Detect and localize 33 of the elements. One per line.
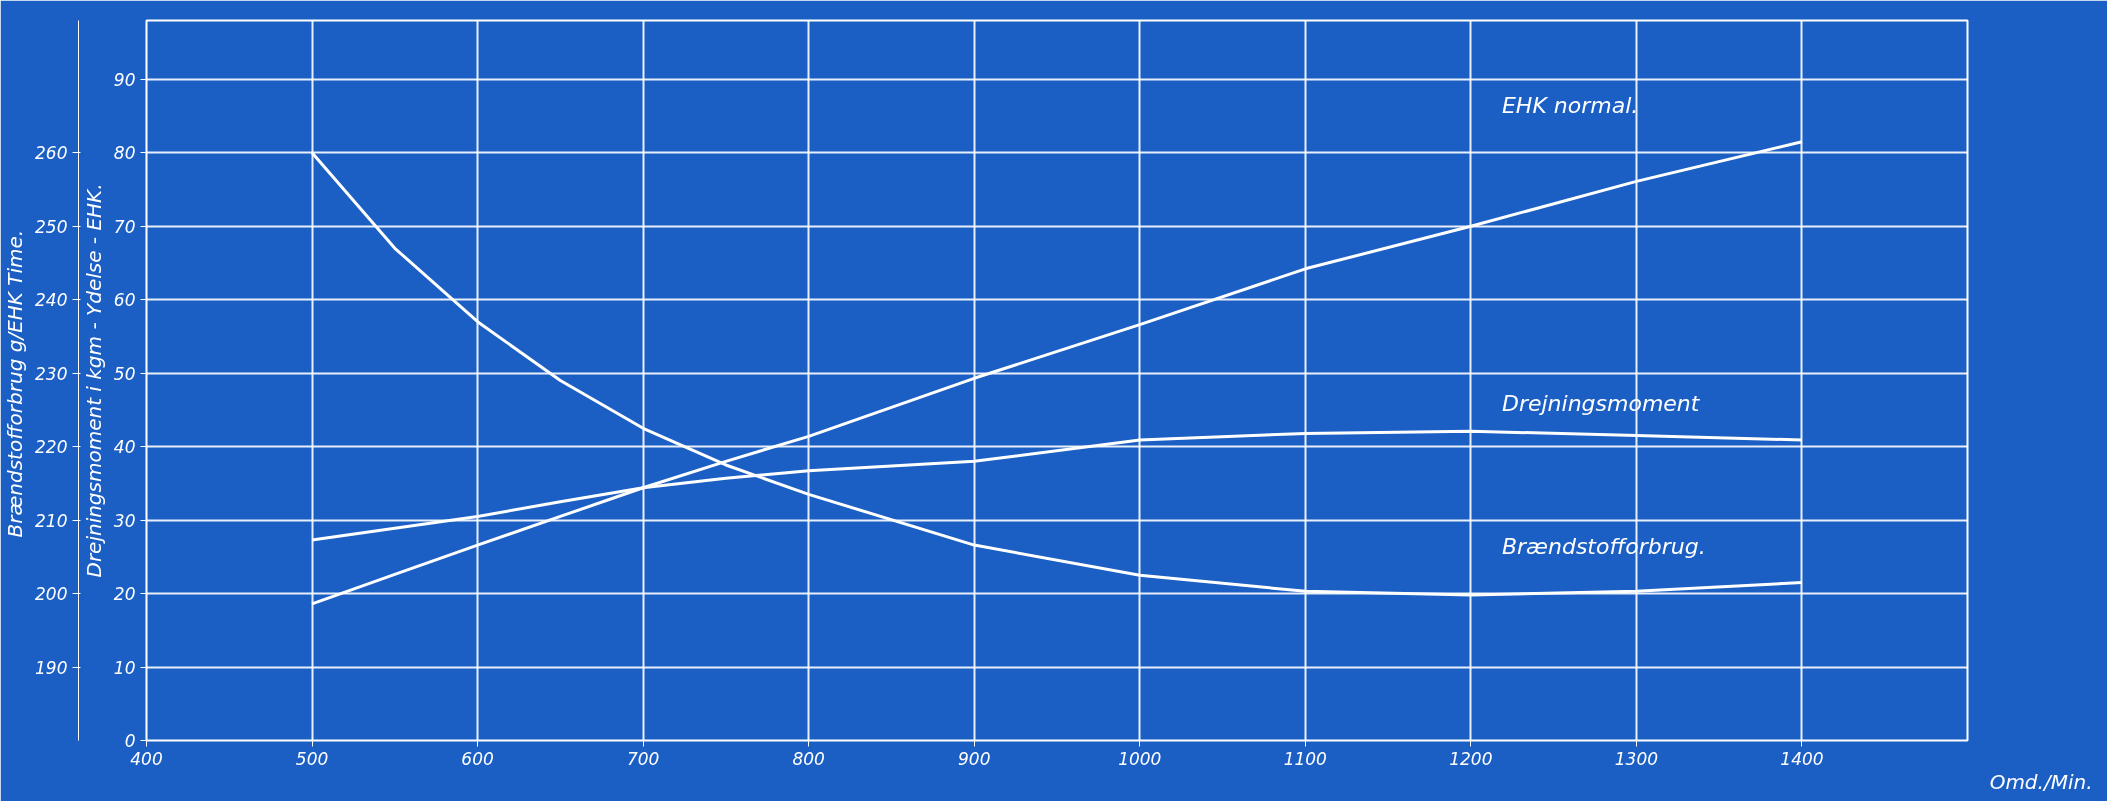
y2-tick-label: 250 xyxy=(35,216,68,237)
x-tick-label: 1300 xyxy=(1614,748,1659,769)
x-tick-label: 1100 xyxy=(1283,748,1327,769)
x-tick-label: 1000 xyxy=(1118,748,1162,769)
text: EHK normal. xyxy=(1501,92,1639,118)
y-tick-label: 60 xyxy=(113,290,136,311)
y2-tick-label: 220 xyxy=(35,437,68,458)
y2-tick-label: 240 xyxy=(35,290,68,311)
y2-tick-label: 260 xyxy=(35,143,68,164)
y2-tick-label: 210 xyxy=(35,510,68,531)
x-tick-label: 500 xyxy=(295,748,329,769)
x-tick-label: 800 xyxy=(792,748,825,769)
y-tick-label: 20 xyxy=(113,584,136,605)
x-tick-label: 1400 xyxy=(1780,748,1824,769)
x-tick-label: 1200 xyxy=(1449,748,1493,769)
y2-tick-label: 200 xyxy=(35,584,68,605)
y-tick-label: 40 xyxy=(113,437,136,458)
x-tick-label: 600 xyxy=(461,748,494,769)
y2-axis-title: Brændstofforbrug g/EHK Time. xyxy=(3,229,28,538)
y2-tick-label: 230 xyxy=(35,363,68,384)
y-tick-label: 0 xyxy=(124,731,136,751)
y-tick-label: 70 xyxy=(113,216,136,237)
y2-tick-label: 190 xyxy=(35,657,68,678)
y-tick-label: 30 xyxy=(113,510,136,531)
x-axis-title: Omd./Min. xyxy=(1989,769,2093,794)
x-tick-label: 900 xyxy=(958,748,991,769)
x-tick-label: 400 xyxy=(130,748,163,769)
y-tick-label: 90 xyxy=(113,69,136,90)
y-tick-label: 50 xyxy=(113,363,136,384)
y-axis-title: Drejningsmoment i kgm - Ydelse - EHK. xyxy=(81,183,106,578)
y-tick-label: 80 xyxy=(113,143,136,164)
x-tick-label: 700 xyxy=(626,748,660,769)
y-tick-label: 10 xyxy=(113,657,136,678)
